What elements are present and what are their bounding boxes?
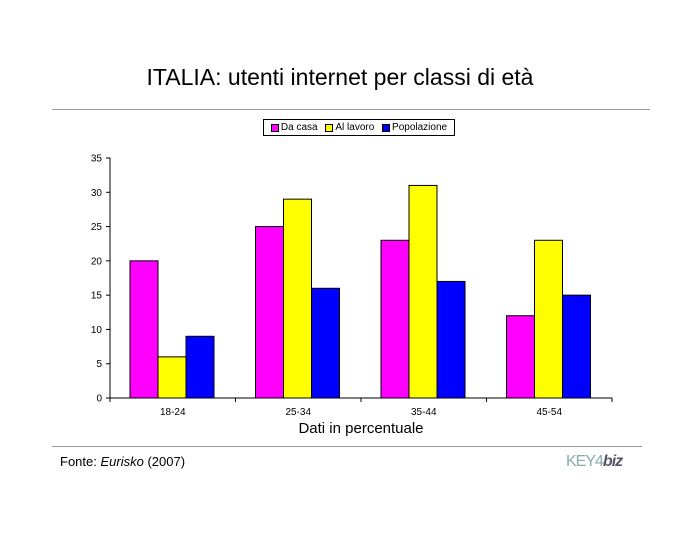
bar bbox=[311, 287, 340, 399]
y-tick-label: 10 bbox=[91, 325, 103, 336]
source-prefix: Fonte: bbox=[60, 454, 101, 469]
bar bbox=[506, 315, 535, 399]
legend-swatch bbox=[270, 123, 279, 132]
bottom-divider bbox=[52, 446, 642, 447]
y-tick-label: 15 bbox=[91, 291, 103, 302]
bar bbox=[408, 184, 438, 399]
top-divider bbox=[52, 109, 650, 110]
bar bbox=[255, 226, 284, 399]
legend-item: Da casa bbox=[270, 122, 318, 133]
y-tick-label: 0 bbox=[96, 394, 102, 405]
x-axis-title: Dati in percentuale bbox=[298, 420, 424, 437]
source-name: Eurisko bbox=[100, 454, 144, 469]
legend-swatch bbox=[325, 123, 334, 132]
bar bbox=[562, 294, 591, 399]
bar bbox=[380, 239, 410, 399]
legend-label: Da casa bbox=[280, 122, 318, 133]
legend-label: Al lavoro bbox=[335, 122, 375, 133]
chart-legend: Da casa Al lavoro Popolazione bbox=[263, 119, 455, 136]
slide-title: ITALIA: utenti internet per classi di et… bbox=[146, 64, 534, 90]
bar bbox=[436, 280, 466, 399]
y-tick-label: 35 bbox=[91, 154, 103, 165]
legend-swatch bbox=[382, 123, 391, 132]
legend-item: Al lavoro bbox=[325, 122, 374, 133]
key4biz-logo: KEY4biz bbox=[566, 453, 623, 470]
x-tick-label: 35-44 bbox=[411, 407, 437, 418]
bar bbox=[157, 356, 187, 399]
legend-item: Popolazione bbox=[382, 122, 447, 133]
y-tick-label: 5 bbox=[96, 359, 102, 370]
x-tick-label: 25-34 bbox=[285, 407, 311, 418]
legend-label: Popolazione bbox=[392, 122, 448, 133]
x-tick-label: 18-24 bbox=[160, 407, 186, 418]
x-tick-label: 45-54 bbox=[536, 407, 562, 418]
source-year: (2007) bbox=[143, 454, 186, 469]
y-tick-label: 25 bbox=[91, 222, 103, 233]
bar bbox=[129, 260, 159, 399]
source-note: Fonte: Eurisko (2007) bbox=[60, 454, 185, 469]
bar bbox=[534, 239, 563, 399]
y-tick-label: 20 bbox=[91, 256, 103, 267]
bar bbox=[185, 335, 215, 399]
y-tick-label: 30 bbox=[91, 188, 103, 199]
bar bbox=[283, 198, 312, 399]
